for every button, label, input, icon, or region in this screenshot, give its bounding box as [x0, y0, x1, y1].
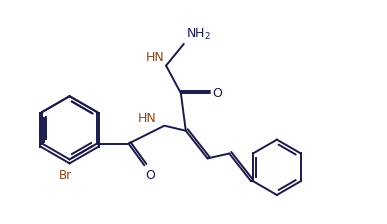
Text: O: O	[212, 87, 223, 100]
Text: O: O	[145, 169, 155, 182]
Text: HN: HN	[137, 112, 156, 125]
Text: HN: HN	[146, 51, 164, 64]
Text: Br: Br	[59, 169, 72, 182]
Text: NH$_2$: NH$_2$	[186, 27, 211, 42]
